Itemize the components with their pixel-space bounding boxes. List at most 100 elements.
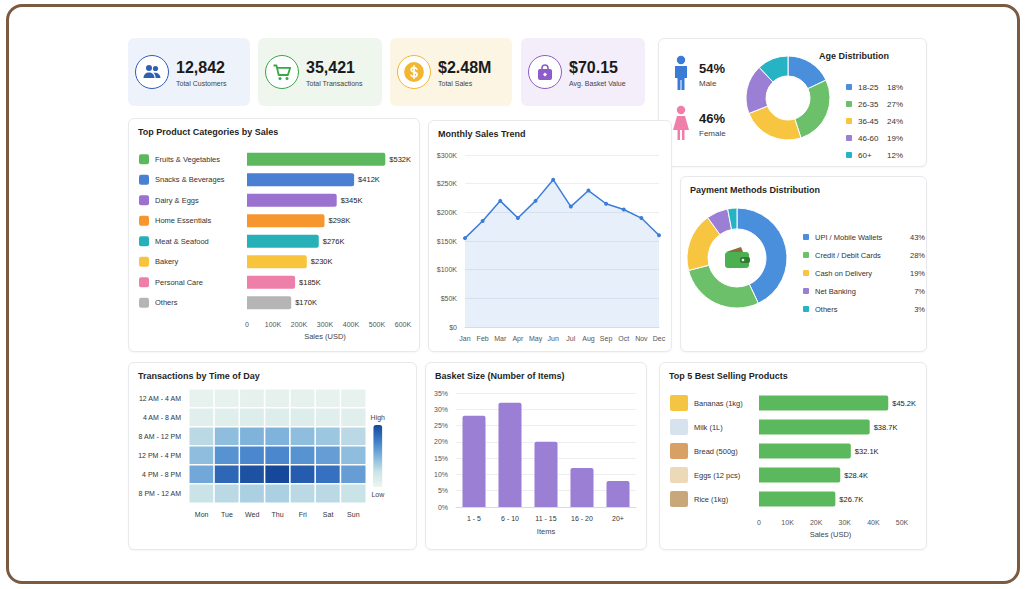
svg-text:10K: 10K [781,519,794,526]
svg-text:High: High [371,414,386,422]
svg-text:$38.7K: $38.7K [874,423,898,432]
svg-text:0: 0 [245,321,249,328]
svg-text:500K: 500K [369,321,386,328]
svg-text:Feb: Feb [477,335,489,342]
svg-text:20K: 20K [810,519,823,526]
svg-text:Bread (500g): Bread (500g) [694,447,738,456]
svg-text:Tue: Tue [221,511,233,518]
svg-text:$100K: $100K [437,266,458,273]
svg-text:$150K: $150K [437,238,458,245]
svg-text:46-60: 46-60 [858,134,879,143]
svg-text:$0: $0 [449,324,457,331]
svg-text:$300K: $300K [437,152,458,159]
svg-text:12 PM - 4 PM: 12 PM - 4 PM [138,452,181,459]
svg-text:Sales (USD): Sales (USD) [304,332,346,341]
svg-text:200K: 200K [291,321,308,328]
svg-text:35%: 35% [434,390,448,397]
svg-text:400K: 400K [343,321,360,328]
svg-text:8 AM - 12 PM: 8 AM - 12 PM [139,433,182,440]
svg-text:$26.7K: $26.7K [839,495,863,504]
svg-text:12%: 12% [887,151,903,160]
svg-text:Sales (USD): Sales (USD) [810,530,852,539]
svg-text:Jun: Jun [548,335,559,342]
svg-text:30%: 30% [434,406,448,413]
svg-text:Rice (1kg): Rice (1kg) [694,495,729,504]
svg-text:$250K: $250K [437,180,458,187]
svg-text:Home Essentials: Home Essentials [155,216,212,225]
svg-text:Eggs (12 pcs): Eggs (12 pcs) [694,471,741,480]
svg-text:18%: 18% [887,83,903,92]
svg-text:5%: 5% [438,487,448,494]
svg-text:Net Banking: Net Banking [815,287,856,296]
svg-text:50K: 50K [896,519,909,526]
svg-text:40K: 40K [867,519,880,526]
svg-text:Oct: Oct [618,335,629,342]
svg-text:Dec: Dec [653,335,666,342]
svg-text:$345K: $345K [341,196,363,205]
svg-text:8 PM - 12 AM: 8 PM - 12 AM [139,490,182,497]
svg-text:6 - 10: 6 - 10 [501,515,519,522]
svg-text:300K: 300K [317,321,334,328]
svg-text:3%: 3% [914,305,925,314]
svg-text:1 - 5: 1 - 5 [467,515,481,522]
svg-text:Items: Items [537,527,556,536]
svg-text:600K: 600K [395,321,412,328]
svg-text:Bakery: Bakery [155,257,179,266]
svg-text:27%: 27% [887,100,903,109]
svg-text:24%: 24% [887,117,903,126]
svg-text:$532K: $532K [389,155,411,164]
svg-text:$412K: $412K [358,175,380,184]
svg-text:4 AM - 8 AM: 4 AM - 8 AM [143,414,181,421]
svg-text:Sep: Sep [600,335,613,343]
svg-text:0%: 0% [438,504,448,511]
svg-text:$230K: $230K [311,257,333,266]
svg-text:100K: 100K [265,321,282,328]
svg-text:$28.4K: $28.4K [844,471,868,480]
svg-text:30K: 30K [839,519,852,526]
svg-text:Credit / Debit Cards: Credit / Debit Cards [815,251,881,260]
svg-text:19%: 19% [910,269,925,278]
svg-text:12 AM - 4 AM: 12 AM - 4 AM [139,395,181,402]
svg-text:26-35: 26-35 [858,100,879,109]
svg-text:Wed: Wed [245,511,259,518]
svg-text:Mon: Mon [195,511,209,518]
svg-text:16 - 20: 16 - 20 [571,515,593,522]
svg-text:60+: 60+ [858,151,872,160]
svg-text:18-25: 18-25 [858,83,879,92]
svg-text:0: 0 [757,519,761,526]
svg-text:25%: 25% [434,422,448,429]
svg-text:UPI / Mobile Wallets: UPI / Mobile Wallets [815,233,882,242]
svg-text:Milk (1L): Milk (1L) [694,423,723,432]
svg-text:15%: 15% [434,455,448,462]
svg-text:10%: 10% [434,471,448,478]
svg-text:36-45: 36-45 [858,117,879,126]
svg-text:Sat: Sat [323,511,334,518]
svg-text:Low: Low [371,491,385,498]
svg-text:Meat & Seafood: Meat & Seafood [155,237,209,246]
svg-text:Others: Others [815,305,838,314]
svg-text:Aug: Aug [582,335,595,343]
svg-text:Dairy & Eggs: Dairy & Eggs [155,196,199,205]
svg-text:$170K: $170K [295,298,317,307]
svg-text:Others: Others [155,298,178,307]
svg-text:$185K: $185K [299,278,321,287]
svg-text:20%: 20% [434,438,448,445]
svg-text:$50K: $50K [441,295,458,302]
svg-text:19%: 19% [887,134,903,143]
svg-text:28%: 28% [910,251,925,260]
svg-text:Sun: Sun [347,511,360,518]
svg-text:4 PM - 8 PM: 4 PM - 8 PM [142,471,181,478]
svg-text:$45.2K: $45.2K [892,399,916,408]
svg-text:Jul: Jul [566,335,575,342]
svg-text:Nov: Nov [635,335,648,342]
svg-text:$32.1K: $32.1K [855,447,879,456]
svg-text:Mar: Mar [494,335,507,342]
svg-text:$200K: $200K [437,209,458,216]
svg-text:7%: 7% [914,287,925,296]
svg-text:Fri: Fri [299,511,308,518]
svg-text:11 - 15: 11 - 15 [535,515,556,522]
svg-text:Cash on Delivery: Cash on Delivery [815,269,872,278]
svg-text:Fruits & Vegetables: Fruits & Vegetables [155,155,220,164]
svg-text:$276K: $276K [323,237,345,246]
svg-text:Thu: Thu [271,511,283,518]
